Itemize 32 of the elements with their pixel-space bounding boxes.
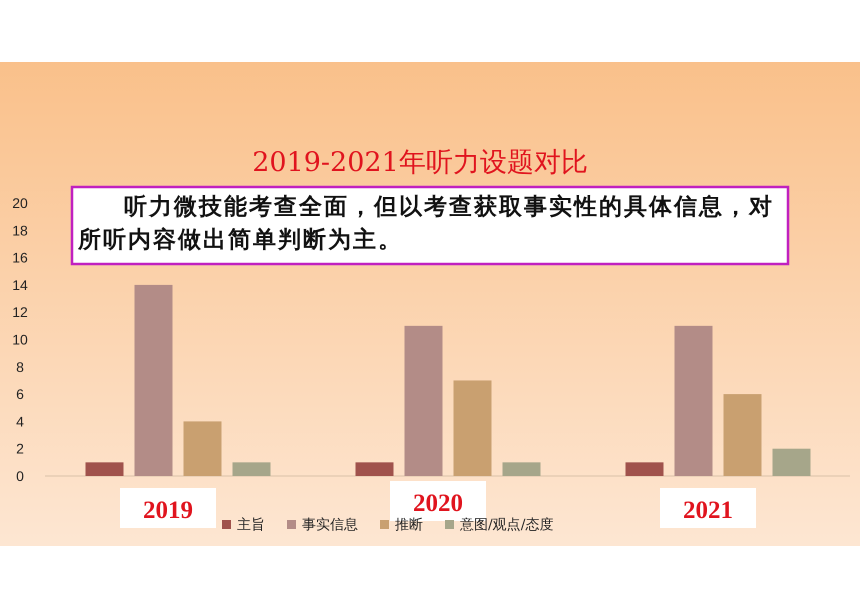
chart-title: 2019-2021年听力设题对比 bbox=[252, 147, 588, 178]
y-tick-label: 10 bbox=[12, 332, 28, 348]
bar bbox=[772, 448, 810, 476]
bar bbox=[404, 326, 442, 476]
bar bbox=[454, 380, 492, 476]
legend-label: 事实信息 bbox=[302, 517, 358, 533]
bar bbox=[502, 462, 540, 476]
y-tick-label: 20 bbox=[12, 195, 28, 211]
y-tick-label: 16 bbox=[12, 250, 28, 266]
bar bbox=[356, 462, 394, 476]
x-tick-label: 2020 bbox=[413, 490, 463, 517]
bar bbox=[134, 284, 172, 476]
y-tick-label: 14 bbox=[12, 276, 28, 293]
y-tick-label: 6 bbox=[16, 386, 24, 402]
legend-label: 意图/观点/态度 bbox=[459, 517, 554, 533]
y-tick-label: 0 bbox=[16, 468, 24, 484]
y-tick-label: 4 bbox=[16, 413, 24, 430]
y-tick-label: 18 bbox=[12, 222, 28, 238]
bar bbox=[184, 421, 222, 476]
annotation: 听力微技能考查全面，但以考查获取事实性的具体信息，对所听内容做出简单判断为主。 bbox=[78, 192, 775, 255]
x-tick-label: 2019 bbox=[143, 497, 193, 524]
bar bbox=[626, 462, 664, 476]
y-tick-label: 2 bbox=[16, 440, 24, 457]
bar bbox=[724, 394, 762, 476]
legend-label: 推断 bbox=[395, 517, 423, 533]
bar bbox=[232, 462, 270, 476]
bar bbox=[86, 462, 124, 476]
bar bbox=[674, 326, 712, 476]
x-tick-label: 2021 bbox=[683, 497, 733, 524]
legend-label: 主旨 bbox=[237, 517, 265, 533]
y-tick-label: 12 bbox=[12, 304, 28, 320]
y-tick-label: 8 bbox=[16, 358, 24, 375]
